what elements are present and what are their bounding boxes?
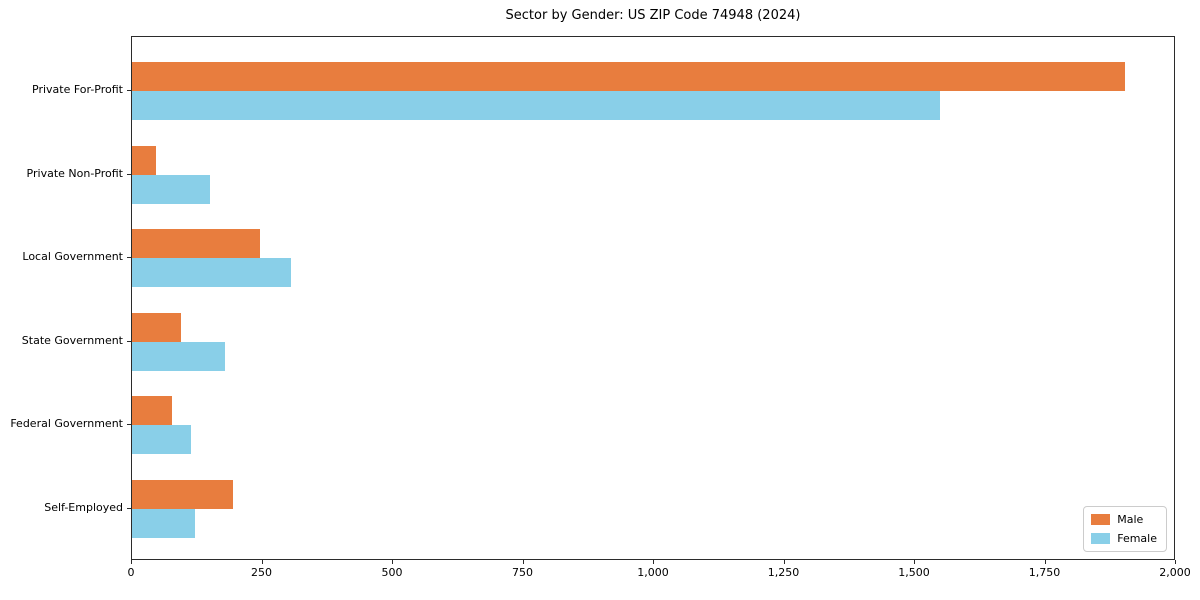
bar-female-private-for-profit [132, 91, 940, 120]
x-tick-mark [1044, 560, 1046, 564]
plot-area: Male Female [131, 36, 1175, 560]
legend-item-female: Female [1091, 532, 1157, 545]
legend-item-male: Male [1091, 513, 1157, 526]
x-tick-label-1-500: 1,500 [898, 566, 930, 579]
y-tick-label-local-government: Local Government [22, 250, 123, 264]
x-tick-mark [522, 560, 524, 564]
x-tick-mark [1175, 560, 1176, 564]
y-tick-mark [127, 340, 131, 342]
x-tick-label-1-750: 1,750 [1028, 566, 1061, 579]
bar-male-state-government [132, 312, 182, 342]
legend-swatch-male [1091, 514, 1111, 525]
x-tick-label-750: 750 [512, 566, 533, 579]
x-tick-mark [392, 560, 393, 564]
y-tick-mark [127, 173, 131, 175]
y-tick-label-state-government: State Government [21, 333, 123, 347]
legend-swatch-female [1091, 533, 1111, 544]
legend-label-female: Female [1117, 532, 1157, 545]
bar-female-federal-government [132, 425, 191, 455]
y-tick-mark [127, 424, 131, 426]
bar-female-self-employed [132, 509, 196, 538]
legend-label-male: Male [1117, 513, 1144, 526]
bar-female-local-government [132, 258, 291, 288]
y-tick-label-private-for-profit: Private For-Profit [32, 83, 123, 96]
bar-female-private-non-profit [132, 174, 211, 204]
y-tick-mark [127, 508, 131, 509]
x-tick-mark [653, 560, 654, 564]
bar-male-federal-government [132, 396, 173, 426]
y-tick-label-self-employed: Self-Employed [44, 501, 123, 514]
y-tick-label-private-non-profit: Private Non-Profit [26, 166, 123, 180]
bar-male-local-government [132, 229, 260, 259]
x-tick-label-250: 250 [251, 566, 272, 579]
legend: Male Female [1083, 506, 1167, 552]
y-tick-mark [127, 257, 131, 259]
x-tick-label-1-250: 1,250 [767, 566, 800, 579]
x-tick-label-2-000: 2,000 [1159, 566, 1191, 579]
bar-male-private-for-profit [132, 62, 1125, 91]
x-tick-label-1-000: 1,000 [637, 566, 669, 579]
y-tick-label-federal-government: Federal Government [10, 417, 123, 431]
x-tick-label-0: 0 [127, 566, 135, 579]
chart-title: Sector by Gender: US ZIP Code 74948 (202… [505, 8, 801, 23]
y-tick-mark [127, 90, 131, 91]
x-tick-mark [261, 560, 263, 564]
x-tick-mark [783, 560, 785, 564]
bar-male-private-non-profit [132, 145, 156, 175]
bar-female-state-government [132, 341, 225, 371]
x-tick-mark [131, 560, 132, 564]
x-tick-label-500: 500 [381, 566, 403, 579]
x-tick-mark [914, 560, 915, 564]
bar-male-self-employed [132, 480, 233, 509]
